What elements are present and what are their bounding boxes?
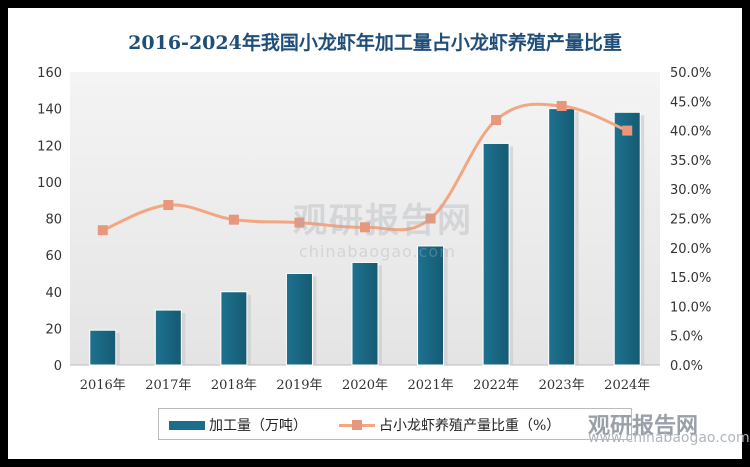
x-tick-label: 2024年 [604, 378, 650, 393]
center-watermark-logo: 观研报告网 [293, 201, 473, 241]
chart-plot: 0 20 40 60 80 100 120 140 160 0.0% 5.0% 10.0% 15.0% 2… [37, 66, 711, 393]
bar [613, 111, 641, 366]
y-left-tick-label: 120 [37, 139, 62, 154]
legend-line-swatch [339, 419, 375, 431]
y-right-tick-label: 0.0% [670, 359, 703, 374]
line-marker [491, 115, 502, 126]
bar [154, 309, 182, 366]
bar [351, 261, 379, 366]
y-right-tick-label: 30.0% [670, 183, 711, 198]
bar [548, 108, 576, 366]
line-marker [228, 214, 239, 225]
line-marker [622, 125, 633, 136]
center-watermark-url: chinabaogao.com [299, 242, 456, 261]
chart-frame: 2016-2024年我国小龙虾年加工量占小龙虾养殖产量比重 0 20 40 60 80 1… [8, 8, 750, 459]
y-left-tick-label: 160 [37, 66, 62, 81]
y-left-tick-label: 100 [37, 176, 62, 191]
y-left-tick-label: 20 [45, 322, 62, 337]
y-right-tick-label: 45.0% [670, 95, 711, 110]
corner-watermark-url: www.chinabaogao.com [588, 430, 750, 446]
bar [89, 329, 117, 366]
y-left-tick-label: 80 [45, 213, 62, 228]
legend-item-line: 占小龙虾养殖产量比重（%） [339, 415, 560, 435]
x-tick-label: 2016年 [80, 378, 126, 393]
bar [220, 291, 248, 366]
y-left-tick-label: 0 [54, 359, 62, 374]
line-marker [556, 100, 567, 111]
chart-title: 2016-2024年我国小龙虾年加工量占小龙虾养殖产量比重 [128, 32, 622, 54]
x-tick-label: 2022年 [473, 378, 519, 393]
x-tick-label: 2019年 [276, 378, 322, 393]
y-right-tick-label: 40.0% [670, 125, 711, 140]
x-tick-label: 2017年 [145, 378, 191, 393]
line-marker [360, 222, 370, 233]
line-marker [97, 225, 108, 236]
y-right-tick-label: 35.0% [670, 154, 711, 169]
y-right-tick-label: 20.0% [670, 242, 711, 257]
legend-label-bar: 加工量（万吨） [209, 418, 307, 434]
x-tick-label: 2020年 [342, 378, 388, 393]
y-right-tick-label: 5.0% [670, 330, 703, 345]
y-right-tick-label: 10.0% [670, 300, 711, 315]
x-tick-label: 2018年 [211, 378, 257, 393]
bar [482, 142, 510, 366]
line-marker [163, 200, 174, 211]
center-watermark: 观研报告网 chinabaogao.com [293, 193, 513, 261]
bar [417, 245, 445, 366]
legend-label-line: 占小龙虾养殖产量比重（%） [379, 418, 561, 434]
line-marker [425, 213, 436, 224]
x-tick-label: 2021年 [408, 378, 454, 393]
corner-watermark-logo: 观研报告网 [588, 414, 699, 439]
y-left-tick-label: 60 [45, 249, 62, 264]
chart-legend: 加工量（万吨） 占小龙虾养殖产量比重（%） [158, 408, 632, 440]
y-left-tick-label: 140 [37, 103, 62, 118]
y-left-tick-label: 40 [45, 286, 62, 301]
x-tick-label: 2023年 [539, 378, 585, 393]
legend-bar-swatch [169, 420, 205, 430]
corner-watermark: 观研报告网 www.chinabaogao.com [588, 408, 750, 448]
y-right-tick-label: 15.0% [670, 271, 711, 286]
y-right-tick-label: 25.0% [670, 213, 711, 228]
y-right-tick-label: 50.0% [670, 66, 711, 81]
line-marker [294, 217, 305, 228]
bar [285, 272, 313, 366]
legend-item-bar: 加工量（万吨） [169, 415, 307, 435]
